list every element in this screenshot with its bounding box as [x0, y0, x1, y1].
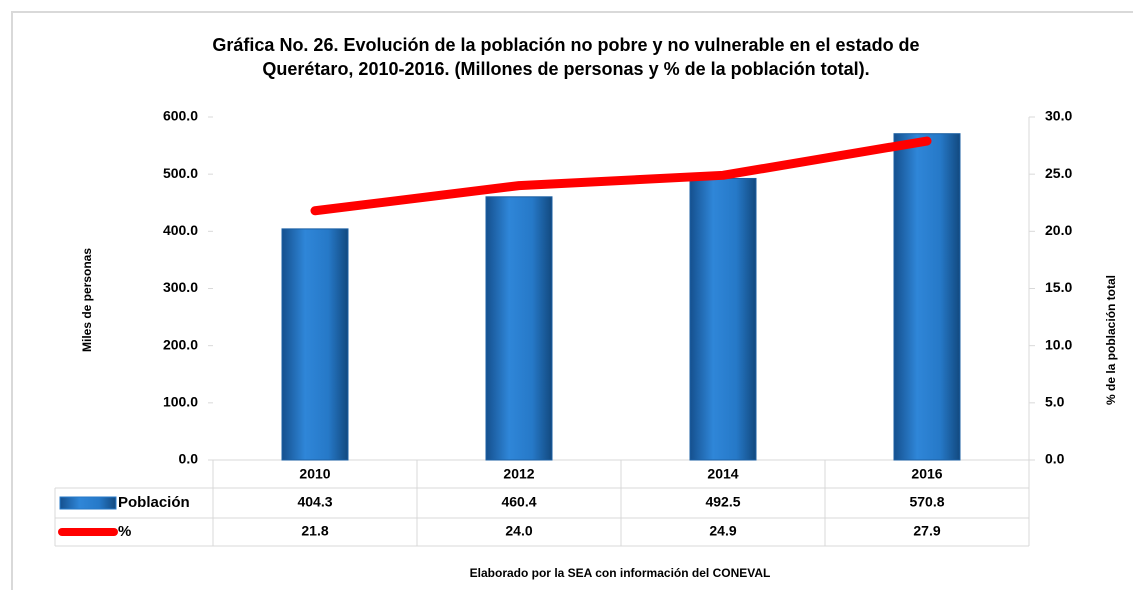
y2-axis-label: % de la población total	[1104, 275, 1118, 405]
data-label: 24.0	[505, 523, 532, 539]
bar	[485, 196, 553, 461]
x-tick-label: 2014	[707, 466, 738, 482]
legend-label: %	[118, 523, 131, 540]
y2-tick-label: 10.0	[1045, 336, 1072, 352]
x-tick-label: 2010	[299, 466, 330, 482]
bar	[893, 133, 961, 461]
data-label: 404.3	[297, 494, 332, 510]
chart-title: Querétaro, 2010-2016. (Millones de perso…	[262, 59, 869, 79]
bar	[281, 228, 349, 461]
x-tick-label: 2016	[911, 466, 942, 482]
y-tick-label: 400.0	[163, 222, 198, 238]
y-tick-label: 0.0	[179, 451, 199, 467]
y2-tick-label: 20.0	[1045, 222, 1072, 238]
data-label: 460.4	[501, 494, 536, 510]
y2-tick-label: 25.0	[1045, 165, 1072, 181]
y-tick-label: 100.0	[163, 394, 198, 410]
chart-title: Gráfica No. 26. Evolución de la població…	[212, 35, 919, 55]
legend-key	[59, 496, 117, 510]
y2-tick-label: 30.0	[1045, 108, 1072, 124]
legend-label: Población	[118, 494, 190, 511]
y-tick-label: 600.0	[163, 108, 198, 124]
data-label: 570.8	[909, 494, 944, 510]
y2-tick-label: 15.0	[1045, 279, 1072, 295]
bar	[689, 177, 757, 461]
data-label: 21.8	[301, 523, 328, 539]
data-label: 27.9	[913, 523, 940, 539]
data-label: 492.5	[705, 494, 740, 510]
y2-tick-label: 5.0	[1045, 394, 1065, 410]
y-tick-label: 200.0	[163, 336, 198, 352]
y-tick-label: 500.0	[163, 165, 198, 181]
data-label: 24.9	[709, 523, 736, 539]
frame	[11, 11, 1133, 590]
y-tick-label: 300.0	[163, 279, 198, 295]
line	[310, 136, 932, 216]
x-tick-label: 2012	[503, 466, 534, 482]
footnote: Elaborado por la SEA con información del…	[470, 566, 771, 580]
y2-tick-label: 0.0	[1045, 451, 1065, 467]
y-axis-label: Miles de personas	[80, 248, 94, 352]
